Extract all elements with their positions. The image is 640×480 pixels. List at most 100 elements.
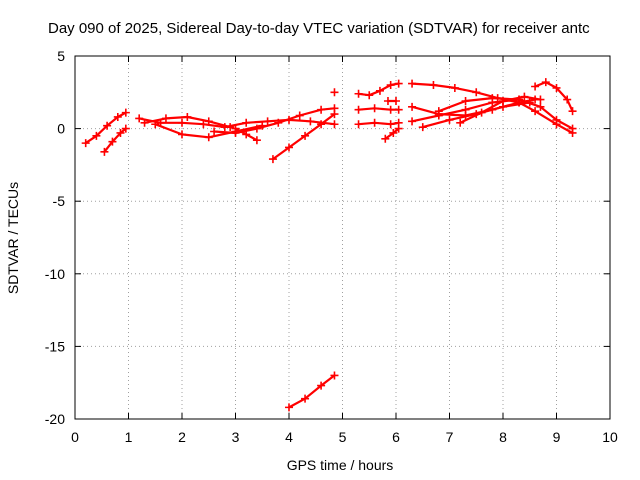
y-tick-label: -10 xyxy=(45,266,65,282)
series-arc-21 xyxy=(456,92,545,127)
data-point xyxy=(536,95,545,104)
data-point xyxy=(386,105,395,114)
y-tick-label: 5 xyxy=(57,48,65,64)
data-point xyxy=(408,79,417,88)
data-point xyxy=(389,128,398,137)
data-point xyxy=(231,124,240,133)
y-tick-label: -20 xyxy=(45,411,65,427)
data-point xyxy=(161,114,170,123)
data-point xyxy=(92,131,101,140)
data-point xyxy=(552,115,561,124)
series-track xyxy=(138,117,336,129)
x-tick-label: 5 xyxy=(339,429,347,445)
data-point xyxy=(392,97,400,106)
data-point xyxy=(375,86,384,95)
data-point xyxy=(531,82,540,91)
data-point xyxy=(461,105,470,114)
data-point xyxy=(199,120,208,129)
data-point xyxy=(81,139,90,148)
data-point xyxy=(274,118,283,127)
data-point xyxy=(100,147,109,156)
series-arc-10 xyxy=(330,88,339,97)
series-arc-13 xyxy=(354,118,403,129)
x-tick-label: 0 xyxy=(71,429,79,445)
data-point xyxy=(450,83,459,92)
data-point xyxy=(263,117,272,126)
data-point xyxy=(552,83,561,92)
data-point xyxy=(317,120,326,129)
data-point xyxy=(330,120,339,129)
y-tick-label: -5 xyxy=(53,193,66,209)
data-point xyxy=(394,105,403,114)
data-point xyxy=(488,94,497,103)
data-point xyxy=(285,403,293,412)
x-tick-label: 10 xyxy=(602,429,618,445)
data-point xyxy=(386,81,395,90)
data-point xyxy=(370,104,379,113)
data-point xyxy=(520,92,529,101)
data-point xyxy=(370,118,379,127)
series-arc-7 xyxy=(231,124,261,145)
series-arc-8 xyxy=(268,110,339,164)
x-tick-label: 1 xyxy=(125,429,133,445)
data-point xyxy=(461,97,470,106)
data-point xyxy=(541,78,550,87)
data-point xyxy=(108,137,117,146)
data-point xyxy=(499,97,507,106)
data-point xyxy=(330,88,339,97)
data-point xyxy=(121,124,130,133)
axis-ticks: 0 1 2 3 4 5 6 7 8 9 10 -20 -15 -10 -5 0 5 xyxy=(45,48,618,445)
data-point xyxy=(140,118,149,127)
series-arc-4 xyxy=(140,112,235,132)
data-point xyxy=(394,124,403,133)
data-point xyxy=(434,107,443,116)
data-point xyxy=(418,123,427,132)
data-point xyxy=(204,133,213,142)
series-arc-22 xyxy=(531,78,577,116)
data-point xyxy=(121,108,130,117)
x-tick-label: 6 xyxy=(392,429,400,445)
data-series xyxy=(81,78,577,412)
data-point xyxy=(365,91,374,100)
data-point xyxy=(103,121,112,130)
x-tick-label: 9 xyxy=(553,429,561,445)
x-tick-label: 3 xyxy=(232,429,240,445)
y-axis-label: SDTVAR / TECUs xyxy=(5,182,21,294)
data-point xyxy=(183,112,192,121)
data-point xyxy=(525,98,534,107)
grid xyxy=(75,56,610,419)
series-arc-12 xyxy=(354,104,403,114)
data-point xyxy=(210,127,219,136)
data-point xyxy=(408,117,417,126)
data-point xyxy=(301,131,310,140)
series-track xyxy=(437,97,521,113)
data-point xyxy=(381,134,390,143)
x-tick-label: 2 xyxy=(178,429,186,445)
series-arc-9 xyxy=(285,371,339,412)
data-point xyxy=(386,120,395,129)
data-point xyxy=(568,107,577,116)
series-arc-11 xyxy=(354,79,403,100)
data-point xyxy=(301,394,310,403)
data-point xyxy=(317,381,326,390)
series-arc-15 xyxy=(383,97,400,106)
data-point xyxy=(445,115,454,124)
data-point xyxy=(242,118,251,127)
series-arc-14 xyxy=(381,124,403,143)
data-point xyxy=(252,124,261,133)
data-point xyxy=(429,81,438,90)
series-arc-1 xyxy=(81,108,130,148)
x-tick-label: 8 xyxy=(499,429,507,445)
data-point xyxy=(472,88,481,97)
data-point xyxy=(295,111,304,120)
data-point xyxy=(477,108,486,117)
data-point xyxy=(563,95,572,104)
x-tick-label: 4 xyxy=(285,429,293,445)
data-point xyxy=(394,79,403,88)
data-point xyxy=(568,124,577,133)
data-point xyxy=(383,97,392,106)
data-point xyxy=(135,114,144,123)
series-arc-2 xyxy=(100,124,130,156)
data-point xyxy=(354,89,363,98)
